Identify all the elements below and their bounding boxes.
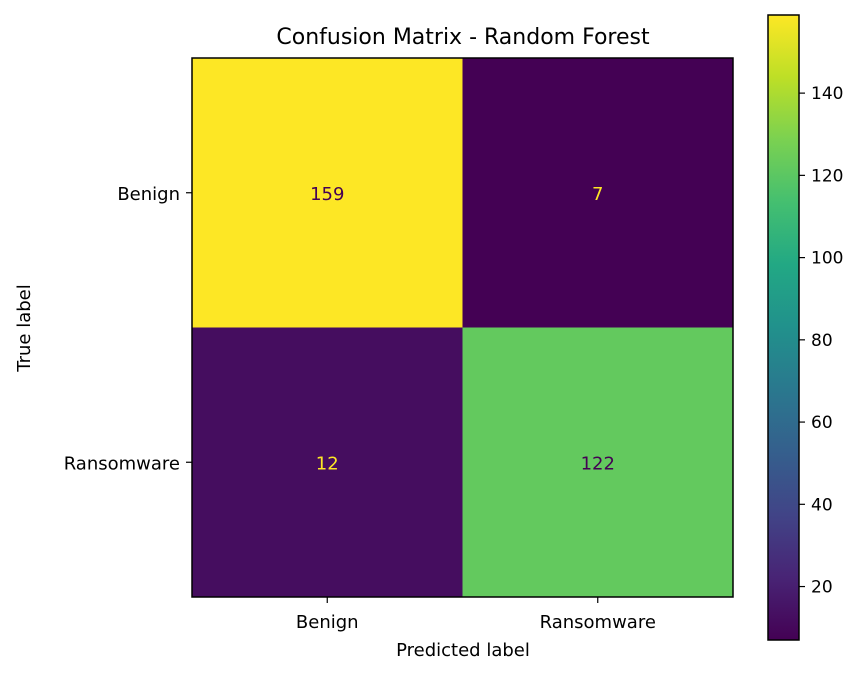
- colorbar-tick-label: 80: [811, 331, 833, 351]
- cell-value-r0-c1: 7: [592, 184, 603, 205]
- chart-title: Confusion Matrix - Random Forest: [276, 25, 650, 50]
- heatmap-cell-r1-c1: [462, 327, 734, 598]
- x-axis-ticks: Benign Ransomware: [296, 597, 656, 633]
- colorbar-tick-label: 100: [811, 249, 843, 269]
- heatmap-cells: [192, 58, 734, 598]
- colorbar-tick-label: 20: [811, 578, 833, 598]
- colorbar-tick-label: 60: [811, 413, 833, 433]
- colorbar: [767, 14, 800, 641]
- cell-value-r1-c0: 12: [316, 453, 339, 474]
- heatmap-cell-r0-c0: [192, 58, 463, 328]
- y-tick-label: Benign: [117, 184, 180, 205]
- cell-annotations: 159 7 12 122: [310, 184, 615, 475]
- colorbar-tick-label: 40: [811, 495, 833, 515]
- colorbar-tick-label: 120: [811, 166, 843, 186]
- x-tick-label: Benign: [296, 612, 359, 633]
- y-axis-ticks: Benign Ransomware: [64, 184, 192, 474]
- cell-value-r1-c1: 122: [581, 453, 615, 474]
- y-tick-label: Ransomware: [64, 453, 180, 474]
- x-tick-label: Ransomware: [540, 612, 656, 633]
- heatmap-cell-r0-c1: [462, 58, 734, 328]
- cell-value-r0-c0: 159: [310, 184, 344, 205]
- y-axis-label: True label: [14, 284, 35, 373]
- plot-frame: [191, 57, 734, 598]
- colorbar-tick-label: 140: [811, 84, 843, 104]
- colorbar-ticks: 20 40 60 80 100 120 140: [799, 84, 843, 598]
- heatmap-cell-r1-c0: [192, 327, 463, 598]
- x-axis-label: Predicted label: [396, 640, 530, 661]
